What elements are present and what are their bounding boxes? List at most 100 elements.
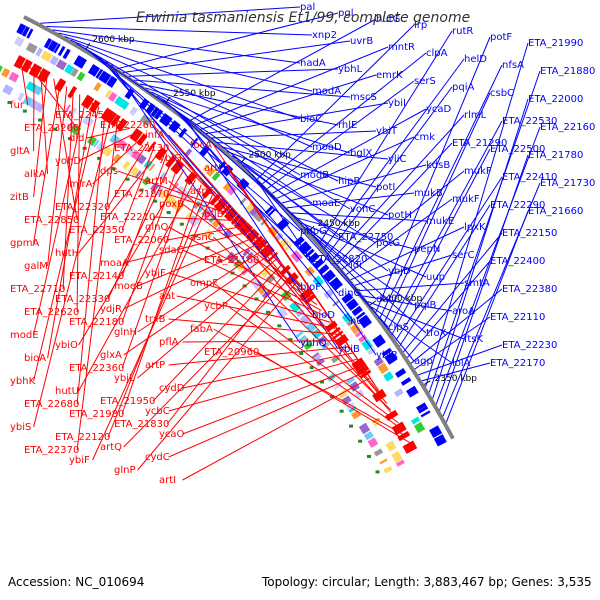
label-leader-line (262, 52, 427, 185)
feature-block (213, 197, 228, 213)
gene-label: ETA_22450 (55, 110, 110, 121)
feature-block (255, 238, 268, 252)
gene-label: ybhK (10, 376, 36, 387)
label-leader-line (256, 351, 410, 444)
feature-block (351, 305, 363, 317)
feature-block (323, 288, 334, 299)
genome-summary-label: Topology: circular; Length: 3,883,467 bp… (261, 575, 592, 589)
feature-block (70, 67, 79, 78)
gene-label: ETA_22110 (490, 312, 545, 323)
feature-block (355, 311, 366, 320)
feature-dot (218, 259, 223, 263)
label-leader-line (168, 134, 303, 288)
gene-label: clpA (426, 48, 448, 59)
gene-label: ETA_22150 (502, 228, 557, 239)
label-leader-line (435, 126, 541, 405)
gene-label: clpS (388, 322, 409, 333)
gene-label: mukF (464, 166, 492, 177)
label-leader-line (391, 148, 491, 336)
feature-dot (366, 454, 371, 458)
label-leader-lines (20, 6, 541, 481)
gene-label: ETA_22360 (69, 363, 124, 374)
feature-block (363, 431, 374, 441)
feature-block (13, 36, 25, 47)
feature-block (104, 89, 112, 99)
label-leader-line (137, 247, 268, 333)
feature-block (26, 28, 34, 39)
gene-label: moeB (114, 281, 143, 292)
gene-label: pqiB (414, 300, 436, 311)
feature-block (1, 67, 11, 78)
feature-block (106, 75, 118, 88)
feature-block (62, 48, 71, 60)
feature-block (295, 330, 304, 338)
gene-label: moaE (312, 198, 340, 209)
feature-block (132, 130, 143, 143)
gene-label: glxA (100, 350, 122, 361)
gene-label: ETA_21290 (452, 138, 507, 149)
label-leader-line (272, 108, 427, 194)
feature-block (245, 202, 255, 213)
gene-label: ycaO (159, 429, 185, 440)
feature-block (93, 82, 102, 92)
feature-block (95, 68, 104, 79)
gene-label: galM (24, 261, 48, 272)
feature-block (178, 127, 188, 139)
feature-block (98, 70, 112, 84)
label-leader-line (221, 146, 377, 188)
gene-label: modE (10, 330, 39, 341)
feature-block (40, 50, 53, 63)
feature-block (381, 347, 393, 357)
gene-label: ybhL (338, 64, 363, 75)
label-leader-line (58, 32, 313, 92)
gene-label: ybiT (376, 126, 398, 137)
gene-label: ybiI (388, 98, 406, 109)
label-leader-line (189, 18, 377, 122)
label-leader-line (211, 130, 377, 139)
feature-block (120, 100, 130, 110)
label-leader-line (231, 155, 377, 244)
label-leader-line (332, 114, 465, 260)
feature-block (21, 26, 30, 37)
feature-block (356, 364, 370, 376)
label-leader-line (387, 120, 503, 330)
gene-label: ETA_22350 (69, 225, 124, 236)
label-leader-line (363, 295, 453, 312)
gene-label: bioA (24, 353, 46, 364)
feature-dot (339, 409, 344, 413)
feature-block (110, 114, 121, 127)
label-leader-line (383, 92, 491, 324)
kbp-tick-label: 2350 kbp (435, 374, 478, 384)
gene-label: pqiA (452, 82, 474, 93)
gene-label: pal (300, 2, 315, 13)
feature-block (124, 88, 135, 100)
gene-label: dld (69, 133, 84, 144)
feature-block (264, 205, 274, 215)
gene-label: ETA_23200 (24, 123, 79, 134)
feature-block (34, 102, 45, 113)
feature-block (358, 422, 371, 435)
kbp-tick-label: 2550 kbp (173, 89, 216, 99)
gene-label: ETA_22820 (312, 254, 367, 265)
gene-label: ybiO (55, 340, 78, 351)
label-leader-line (182, 352, 354, 389)
label-leader-line (40, 6, 301, 24)
feature-block (406, 385, 419, 398)
feature-dot (319, 380, 324, 384)
feature-block (416, 402, 427, 411)
gene-label: ETA_21980 (69, 409, 124, 420)
gene-label: vohC (350, 204, 375, 215)
label-leader-line (241, 164, 377, 300)
gene-label: ETA_22290 (490, 200, 545, 211)
gene-label: nfsA (502, 60, 524, 71)
gene-label: gpmA (10, 238, 39, 249)
gene-label: zitB (10, 192, 29, 203)
label-leader-line (156, 95, 351, 210)
gene-label: uup (426, 272, 445, 283)
gene-label: serS (414, 76, 436, 87)
gene-label: ybiB (338, 344, 360, 355)
feature-block (346, 376, 355, 385)
gene-label: mscS (350, 92, 377, 103)
gene-label: mukF (452, 194, 480, 205)
